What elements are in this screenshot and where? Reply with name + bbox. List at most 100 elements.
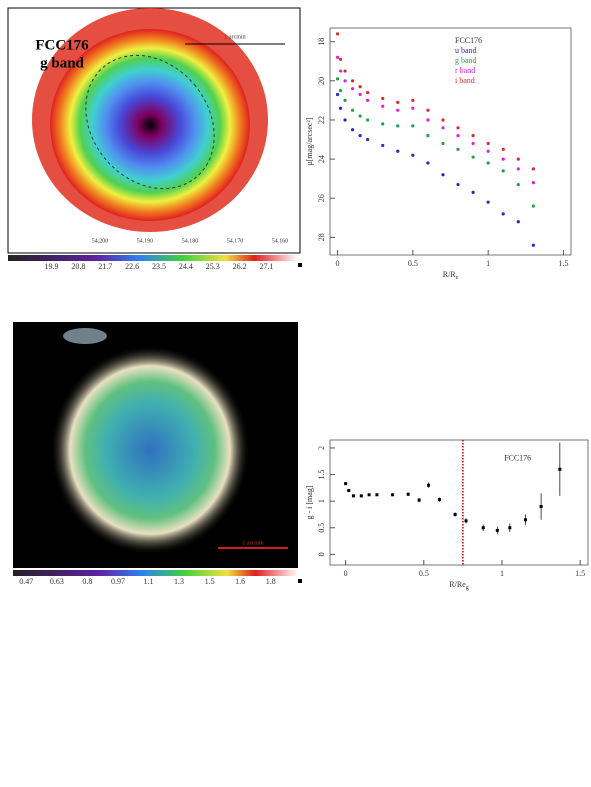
colorbar-tick-label: 1.8: [266, 577, 276, 586]
data-point: [366, 90, 370, 95]
data-point: [406, 492, 410, 496]
data-point: [437, 498, 441, 502]
x-axis-label-sub: g: [466, 585, 469, 591]
data-point: [516, 157, 520, 161]
y-tick-label: 0: [317, 552, 326, 556]
colorbar-tick-label: 19.9: [44, 262, 58, 271]
colorbar-tick-label: 23.5: [152, 262, 166, 271]
annotation: FCC176: [504, 453, 531, 462]
data-point: [375, 493, 379, 497]
data-point: [516, 167, 520, 171]
data-point: [471, 155, 475, 159]
data-point: [411, 106, 415, 110]
y-axis-label: g - i [mag]: [305, 485, 314, 519]
data-point: [411, 153, 415, 157]
data-point: [358, 114, 362, 118]
colorbar-tick-label: 26.2: [233, 262, 247, 271]
data-point: [495, 528, 499, 532]
legend-title: FCC176: [455, 36, 482, 45]
data-point: [347, 489, 351, 493]
data-point: [441, 173, 445, 177]
x-tick-label: 1.5: [575, 569, 585, 578]
data-point: [486, 149, 490, 153]
data-point: [411, 98, 415, 103]
data-point: [441, 141, 445, 146]
x-tick-label: 1.5: [558, 259, 568, 268]
data-point: [501, 169, 505, 173]
data-point: [344, 482, 348, 486]
data-point: [471, 190, 475, 194]
image-x-tick-label: 54.170: [227, 238, 244, 244]
data-point: [350, 128, 355, 132]
data-point: [531, 167, 535, 171]
data-point: [531, 204, 535, 208]
colorbar-tick-label: 22.6: [125, 262, 139, 271]
data-point: [539, 504, 543, 508]
data-point: [358, 134, 362, 138]
data-point: [381, 122, 385, 126]
image-panel-color: 1 arcmin: [13, 322, 302, 583]
data-point: [343, 79, 347, 83]
data-point: [343, 118, 347, 122]
colorbar-tick-label: 0.47: [19, 577, 33, 586]
y-tick-label: 18: [317, 38, 326, 46]
image-x-tick-label: 54.190: [137, 238, 154, 244]
data-point: [456, 147, 460, 151]
data-point: [396, 108, 400, 112]
data-point: [471, 134, 475, 138]
data-point: [464, 519, 468, 523]
data-point: [426, 118, 430, 122]
data-point: [381, 143, 385, 148]
colorbar-tick-label: 0.97: [111, 577, 125, 586]
image-subtitle: g band: [40, 55, 84, 71]
data-point: [486, 200, 490, 204]
colorbar-tick-label: 21.7: [98, 262, 112, 271]
x-axis-label-sub: e: [456, 275, 459, 281]
data-point: [350, 87, 355, 91]
colorbar-tick-label: 0.8: [82, 577, 92, 586]
data-point: [427, 483, 431, 487]
data-point: [381, 96, 385, 101]
x-tick-label: 0: [344, 569, 348, 578]
legend-entry: u band: [455, 46, 477, 55]
data-point: [441, 118, 445, 122]
data-point: [531, 180, 535, 185]
colorbar-tick-label: 25.3: [206, 262, 220, 271]
data-point: [335, 32, 340, 36]
data-point: [501, 212, 505, 216]
x-tick-label: 0: [336, 259, 340, 268]
data-point: [338, 89, 343, 93]
plot-frame: [329, 27, 572, 256]
legend-entry: i band: [455, 76, 475, 85]
y-tick-label: 20: [317, 77, 326, 85]
data-point: [508, 526, 512, 530]
data-point: [396, 124, 400, 128]
data-point: [456, 134, 460, 138]
data-point: [359, 494, 363, 498]
y-tick-label: 1: [317, 499, 326, 503]
scale-label: 1 arcmin: [224, 34, 245, 40]
data-point: [381, 104, 385, 108]
y-tick-label: 0.5: [317, 523, 326, 533]
data-point: [335, 77, 340, 81]
data-point: [335, 92, 340, 97]
data-point: [366, 137, 370, 142]
colorbar-tick-label: 1.5: [205, 577, 215, 586]
x-axis-label: R/Reg: [449, 580, 468, 592]
x-axis-label-main: R/R: [443, 270, 457, 279]
data-point: [338, 69, 343, 73]
x-tick-label: 1: [500, 569, 504, 578]
scale-label: 1 arcmin: [242, 540, 263, 546]
colorbar-tick-label: 27.1: [260, 262, 274, 271]
data-point: [523, 518, 527, 522]
data-point: [367, 493, 371, 497]
y-tick-label: 26: [317, 194, 326, 202]
data-point: [335, 55, 340, 59]
data-point: [351, 494, 355, 498]
colorbar-tick-label: 1.3: [174, 577, 184, 586]
x-tick-label: 0.5: [419, 569, 429, 578]
data-point: [486, 161, 490, 165]
data-point: [426, 108, 430, 112]
data-point: [417, 498, 421, 502]
data-point: [396, 149, 400, 153]
